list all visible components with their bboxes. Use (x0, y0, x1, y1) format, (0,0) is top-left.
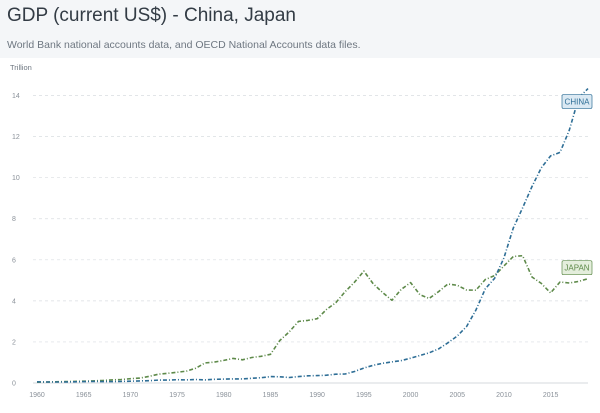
y-tick-label: 10 (12, 175, 20, 182)
y-tick-label: 6 (12, 257, 16, 264)
chart-header: GDP (current US$) - China, Japan World B… (0, 0, 600, 58)
chart-title: GDP (current US$) - China, Japan (7, 5, 296, 26)
y-tick-label: 0 (12, 381, 16, 388)
x-tick-label: 2005 (449, 392, 465, 399)
x-tick-label: 2015 (543, 392, 559, 399)
y-tick-label: 12 (12, 134, 20, 141)
y-axis-unit-label: Trillion (10, 63, 32, 72)
series-tag-china-box (561, 94, 593, 109)
x-tick-label: 1965 (76, 392, 92, 399)
y-tick-label: 14 (12, 93, 20, 100)
y-tick-label: 8 (12, 216, 16, 223)
series-tag-japan-label: JAPAN (564, 264, 589, 273)
x-tick-label: 1990 (309, 392, 325, 399)
y-tick-label: 4 (12, 298, 16, 305)
x-tick-label: 1960 (29, 392, 45, 399)
x-tick-label: 1985 (263, 392, 279, 399)
series-tag-japan-box (561, 260, 593, 276)
x-tick-label: 1995 (356, 392, 372, 399)
x-tick-label: 2000 (403, 392, 419, 399)
chart-subtitle: World Bank national accounts data, and O… (7, 39, 361, 51)
series-tag-china-label: CHINA (565, 98, 591, 107)
x-tick-label: 1980 (216, 392, 232, 399)
y-tick-label: 2 (12, 339, 16, 346)
x-tick-label: 1970 (123, 392, 139, 399)
x-tick-label: 1975 (169, 392, 185, 399)
series-line-china (36, 88, 589, 383)
x-tick-label: 2010 (496, 392, 512, 399)
series-line-japan (36, 254, 589, 383)
